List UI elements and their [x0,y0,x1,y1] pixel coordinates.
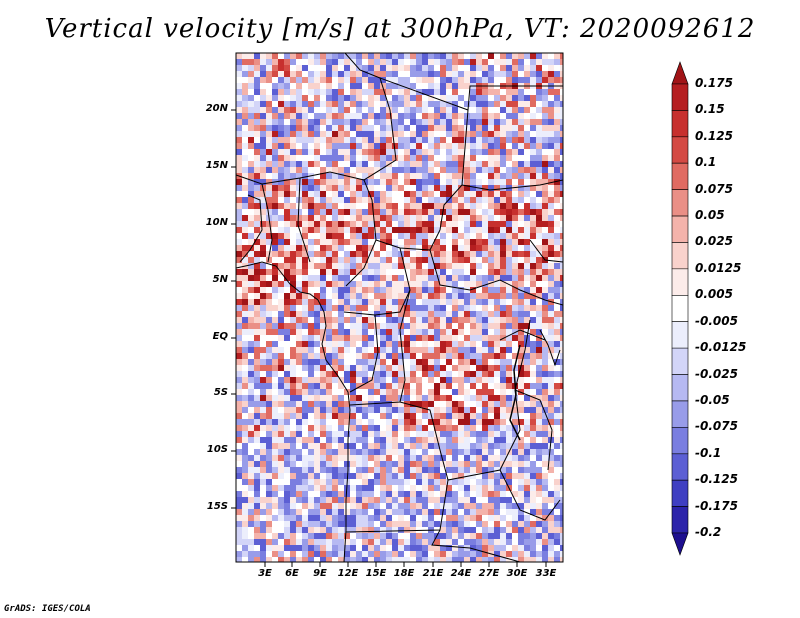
map-title: Vertical velocity [m/s] at 300hPa, VT: 2… [44,14,756,44]
lat-label: 10S [206,444,228,455]
lon-label: 24E [450,568,472,579]
colorbar-segment [671,427,689,455]
colorbar-segment [671,162,689,190]
colorbar-label: 0.0125 [695,260,742,275]
colorbar-label: 0.15 [695,102,725,117]
lon-label: 27E [478,568,500,579]
axis-ticks [231,109,547,567]
lat-label: 15S [206,501,228,512]
colorbar-segment [671,215,689,243]
lon-label: 18E [393,568,415,579]
colorbar-label: -0.005 [695,313,738,328]
lon-label: 9E [313,568,327,579]
colorbar-label: 0.05 [695,208,725,223]
colorbar-label: -0.175 [695,498,738,513]
lon-label: 21E [422,568,444,579]
colorbar-segment [671,268,689,296]
velocity-field [236,53,563,562]
colorbar-segment [671,532,689,556]
lat-label: EQ [212,331,228,342]
colorbar-segment [671,347,689,375]
colorbar-label: 0.175 [695,76,733,90]
colorbar-segment [671,374,689,402]
country-borders [236,53,563,562]
lat-label: 20N [205,103,228,114]
lat-label: 15N [205,160,228,171]
colorbar-label: -0.125 [695,472,738,487]
colorbar-label: -0.1 [695,445,722,460]
colorbar-segment [671,110,689,138]
credit-text: GrADS: IGES/COLA [4,604,91,614]
colorbar-segment [671,83,689,111]
colorbar [671,61,689,556]
lon-label: 30E [506,568,528,579]
colorbar-label: 0.025 [695,234,733,249]
colorbar-label: 0.075 [695,181,733,196]
colorbar-segment [671,453,689,481]
lon-label: 15E [365,568,387,579]
colorbar-label: -0.075 [695,419,738,434]
colorbar-segment [671,400,689,428]
lon-label: 6E [285,568,299,579]
map-frame [235,52,564,563]
lon-label: 3E [258,568,272,579]
colorbar-segment [671,61,689,85]
colorbar-label: 0.1 [695,155,717,170]
colorbar-segment [671,321,689,349]
lon-label: 33E [535,568,557,579]
colorbar-label: 0.005 [695,287,733,302]
colorbar-label: 0.125 [695,128,733,143]
colorbar-segment [671,189,689,217]
lat-label: 5N [212,274,228,285]
coastline [236,261,351,562]
lat-label: 10N [205,217,228,228]
colorbar-segment [671,506,689,534]
colorbar-segment [671,242,689,270]
lon-label: 12E [337,568,359,579]
colorbar-label: -0.2 [695,525,722,539]
colorbar-label: -0.0125 [695,340,747,355]
colorbar-segment [671,479,689,507]
colorbar-label: -0.05 [695,392,730,407]
colorbar-label: -0.025 [695,366,738,381]
lat-label: 5S [213,387,228,398]
colorbar-segment [671,136,689,164]
colorbar-segment [671,294,689,323]
